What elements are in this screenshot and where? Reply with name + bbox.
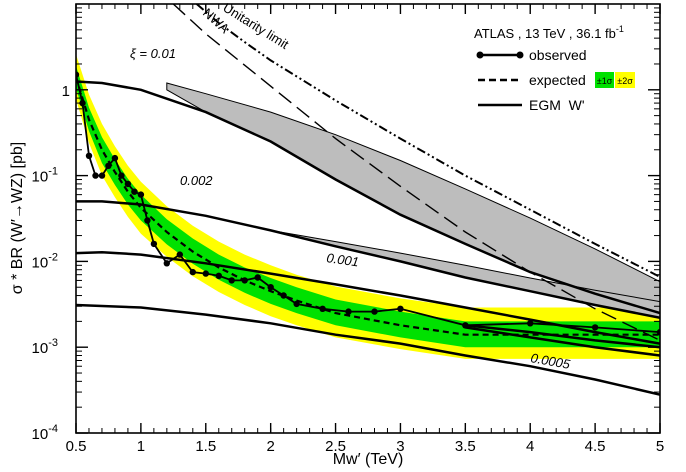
observed-point — [241, 277, 248, 284]
x-tick-label: 0.5 — [66, 438, 87, 455]
observed-point — [150, 240, 158, 248]
expected-line — [76, 76, 660, 336]
y-tick-label: 1 — [62, 83, 70, 100]
legend-band2-swatch — [615, 72, 635, 88]
theory-curve-0 — [76, 80, 660, 315]
band-2sigma-area — [76, 54, 660, 359]
y-tick-label: 10-4 — [32, 423, 58, 443]
legend-observed-marker-left — [476, 51, 484, 59]
observed-series — [76, 71, 660, 336]
theory-limit-curves — [172, 4, 660, 342]
observed-point — [202, 270, 209, 277]
expected-series — [76, 76, 660, 336]
theory-curve-3 — [76, 303, 660, 396]
observed-point — [176, 251, 183, 258]
observed-point — [345, 308, 352, 315]
observed-point — [144, 217, 151, 224]
theory-curve-1 — [76, 200, 660, 320]
observed-point — [124, 180, 132, 188]
curve-label-0.0005: 0.0005 — [529, 350, 572, 372]
x-tick-label: 3.5 — [455, 438, 476, 455]
legend-observed-marker-right — [516, 51, 524, 59]
observed-point — [111, 154, 119, 162]
y-axis-label: σ * BR (W′→WZ) [pb] — [9, 142, 26, 294]
legend-observed-label: observed — [529, 47, 587, 63]
x-tick-label: 4.5 — [585, 438, 606, 455]
x-tick-label: 5 — [656, 438, 664, 455]
observed-point — [591, 324, 599, 331]
nwa-curve — [172, 4, 660, 342]
observed-point — [137, 191, 145, 198]
y-tick-label: 10-1 — [32, 166, 58, 186]
observed-point — [98, 172, 106, 179]
unitarity-limit-curve — [196, 4, 660, 278]
legend-header: ATLAS , 13 TeV , 36.1 fb-1 — [474, 24, 624, 41]
plot-area — [76, 4, 660, 396]
x-axis-label: Mw′ (TeV) — [333, 451, 404, 468]
observed-point — [462, 322, 469, 329]
x-axis: 0.5 1 1.5 2 2.5 3 3.5 4 4.5 5 — [66, 4, 664, 455]
observed-point — [254, 274, 261, 281]
plot-frame — [75, 3, 661, 434]
observed-point — [189, 268, 196, 276]
observed-point — [267, 284, 274, 291]
observed-point — [163, 260, 170, 267]
legend-egm-label: EGM W' — [529, 97, 585, 113]
observed-point — [293, 300, 300, 308]
curve-label-0.002: 0.002 — [180, 173, 213, 188]
observed-point — [527, 320, 534, 327]
observed-point — [92, 172, 99, 179]
observed-point — [105, 162, 112, 169]
curve-label-xi-0.01: ξ = 0.01 — [130, 46, 176, 61]
observed-point — [397, 305, 404, 312]
theory-curve-4 — [465, 324, 660, 349]
legend-expected-label: expected — [529, 72, 586, 88]
y-axis: 10-4 10-3 10-2 10-1 1 — [32, 7, 660, 443]
observed-point — [371, 308, 378, 315]
curve-label-0.001: 0.001 — [326, 250, 360, 269]
observed-point — [85, 152, 93, 159]
theory-curve-5 — [465, 326, 660, 357]
observed-point — [319, 305, 326, 312]
observed-point — [131, 188, 138, 195]
y-tick-label: 10-3 — [32, 337, 58, 357]
y-tick-label: 10-2 — [32, 251, 58, 271]
x-tick-label: 3 — [396, 438, 404, 455]
observed-point — [228, 277, 235, 284]
x-tick-label: 2.5 — [325, 438, 346, 455]
x-tick-label: 4 — [526, 438, 534, 455]
x-tick-label: 1.5 — [195, 438, 216, 455]
x-tick-label: 1 — [137, 438, 145, 455]
observed-point — [79, 99, 86, 107]
band-2sigma — [76, 54, 660, 359]
observed-point — [118, 172, 125, 179]
legend: ATLAS , 13 TeV , 36.1 fb-1 observed expe… — [474, 24, 635, 113]
observed-point — [215, 272, 222, 279]
legend-band2-label: ±2σ — [617, 76, 633, 86]
theory-curves — [76, 80, 660, 396]
legend-band1-swatch — [595, 72, 614, 88]
x-tick-label: 2 — [266, 438, 274, 455]
legend-band1-label: ±1σ — [597, 76, 613, 86]
observed-point — [280, 292, 287, 299]
